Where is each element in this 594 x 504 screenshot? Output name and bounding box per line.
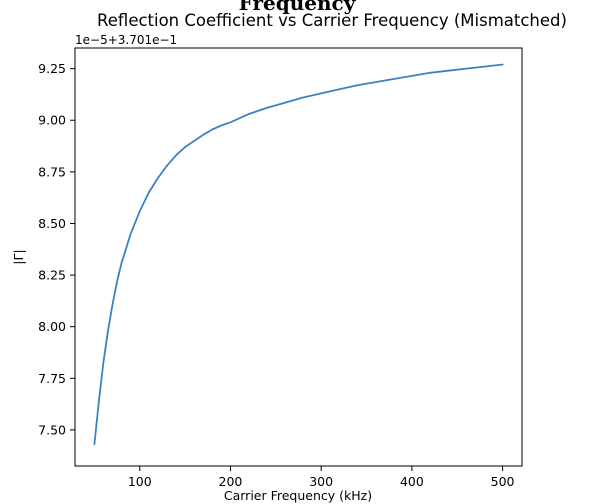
y-axis: 7.50 7.75 8.00 8.25 8.50 8.75 9.00 9.25	[38, 61, 75, 437]
series-line	[93, 63, 504, 446]
y-tick-label: 8.25	[38, 268, 66, 283]
x-axis-label: Carrier Frequency (kHz)	[224, 488, 372, 503]
y-axis-label: |Γ|	[11, 249, 26, 264]
y-tick-label: 8.50	[38, 216, 66, 231]
x-axis: 100 200 300 400 500	[128, 466, 515, 489]
chart-title: Reflection Coefficient vs Carrier Freque…	[97, 11, 567, 30]
header-cutoff-text: Frequency	[238, 0, 356, 15]
x-tick-label: 500	[491, 474, 515, 489]
y-tick-label: 8.75	[38, 164, 66, 179]
y-tick-label: 9.25	[38, 61, 66, 76]
plot-area	[93, 63, 504, 446]
plot-frame	[74, 47, 523, 467]
y-tick-label: 9.00	[38, 113, 66, 128]
x-tick-label: 400	[400, 474, 424, 489]
x-tick-label: 200	[219, 474, 243, 489]
y-tick-label: 7.75	[38, 371, 66, 386]
x-tick-label: 100	[128, 474, 152, 489]
y-tick-label: 7.50	[38, 422, 66, 437]
x-tick-label: 300	[309, 474, 333, 489]
y-tick-label: 8.00	[38, 319, 66, 334]
y-offset-label: 1e−5+3.701e−1	[75, 33, 177, 47]
